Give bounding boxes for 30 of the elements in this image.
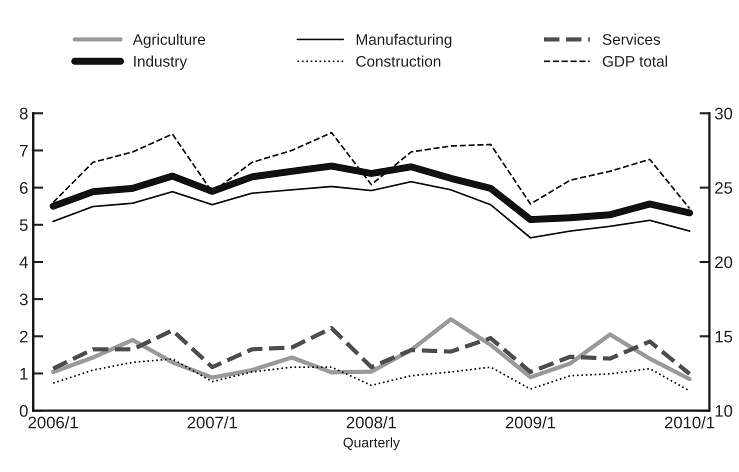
y2-tick-label: 15 (716, 330, 732, 343)
y-tick-label: 6 (20, 182, 28, 194)
y-tick-label: 3 (20, 294, 28, 306)
x-tick-label: 2009/1 (506, 416, 556, 428)
line-series (52, 358, 690, 392)
legend-label: Manufacturing (356, 34, 452, 48)
y-tick-label: 1 (20, 368, 28, 380)
legend-label: GDP total (602, 56, 667, 67)
x-tick-label: 2008/1 (346, 416, 396, 428)
line-series (52, 180, 690, 239)
legend-label: Industry (134, 56, 188, 70)
x-tick-label: 2010/1 (664, 416, 714, 428)
legend-label: Agriculture (132, 34, 206, 48)
x-tick-label: 2006/1 (28, 416, 78, 428)
legend-label: Construction (356, 56, 440, 67)
y-tick-label: 2 (20, 330, 28, 342)
line-series (51, 326, 692, 376)
y2-tick-label: 30 (714, 108, 732, 120)
line-series (51, 317, 692, 382)
y-tick-label: 5 (20, 219, 28, 231)
y-tick-label: 8 (20, 108, 28, 120)
y2-tick-label: 10 (716, 405, 732, 417)
legend-label: Services (602, 34, 660, 45)
y-tick-label: 0 (20, 405, 28, 417)
y-tick-label: 4 (20, 256, 28, 268)
x-tick-label: 2007/1 (188, 416, 237, 428)
y-tick-label: 7 (20, 145, 28, 156)
y2-tick-label: 20 (715, 256, 732, 268)
y2-tick-label: 25 (715, 182, 732, 194)
x-axis-title: Quarterly (343, 437, 400, 450)
